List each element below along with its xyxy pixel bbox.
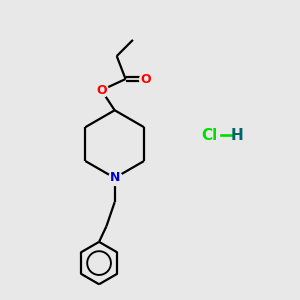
Text: Cl: Cl <box>201 128 217 143</box>
Text: O: O <box>96 84 107 97</box>
Text: H: H <box>230 128 243 143</box>
Text: O: O <box>141 73 152 85</box>
Text: N: N <box>110 172 120 184</box>
